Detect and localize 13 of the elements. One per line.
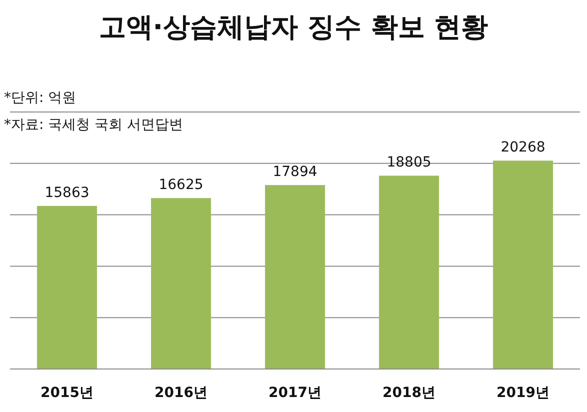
data-label: 17894 [272,164,318,180]
data-label: 18805 [386,154,432,171]
x-tick-label: 2018년 [382,385,436,401]
data-label: 15863 [44,184,90,201]
chart-title: 고액·상습체납자 징수 확보 현황 [98,12,488,43]
x-tick-label: 2019년 [496,385,550,401]
x-tick-label: 2017년 [268,385,322,401]
data-label: 20268 [500,140,546,156]
x-tick-label: 2016년 [154,385,208,401]
data-label: 16625 [158,177,204,194]
annotation: *자료: 국세청 국회 서면답변 [4,117,184,133]
text: *단위: 억원 [4,90,76,106]
x-tick-label: 2015년 [40,385,94,401]
